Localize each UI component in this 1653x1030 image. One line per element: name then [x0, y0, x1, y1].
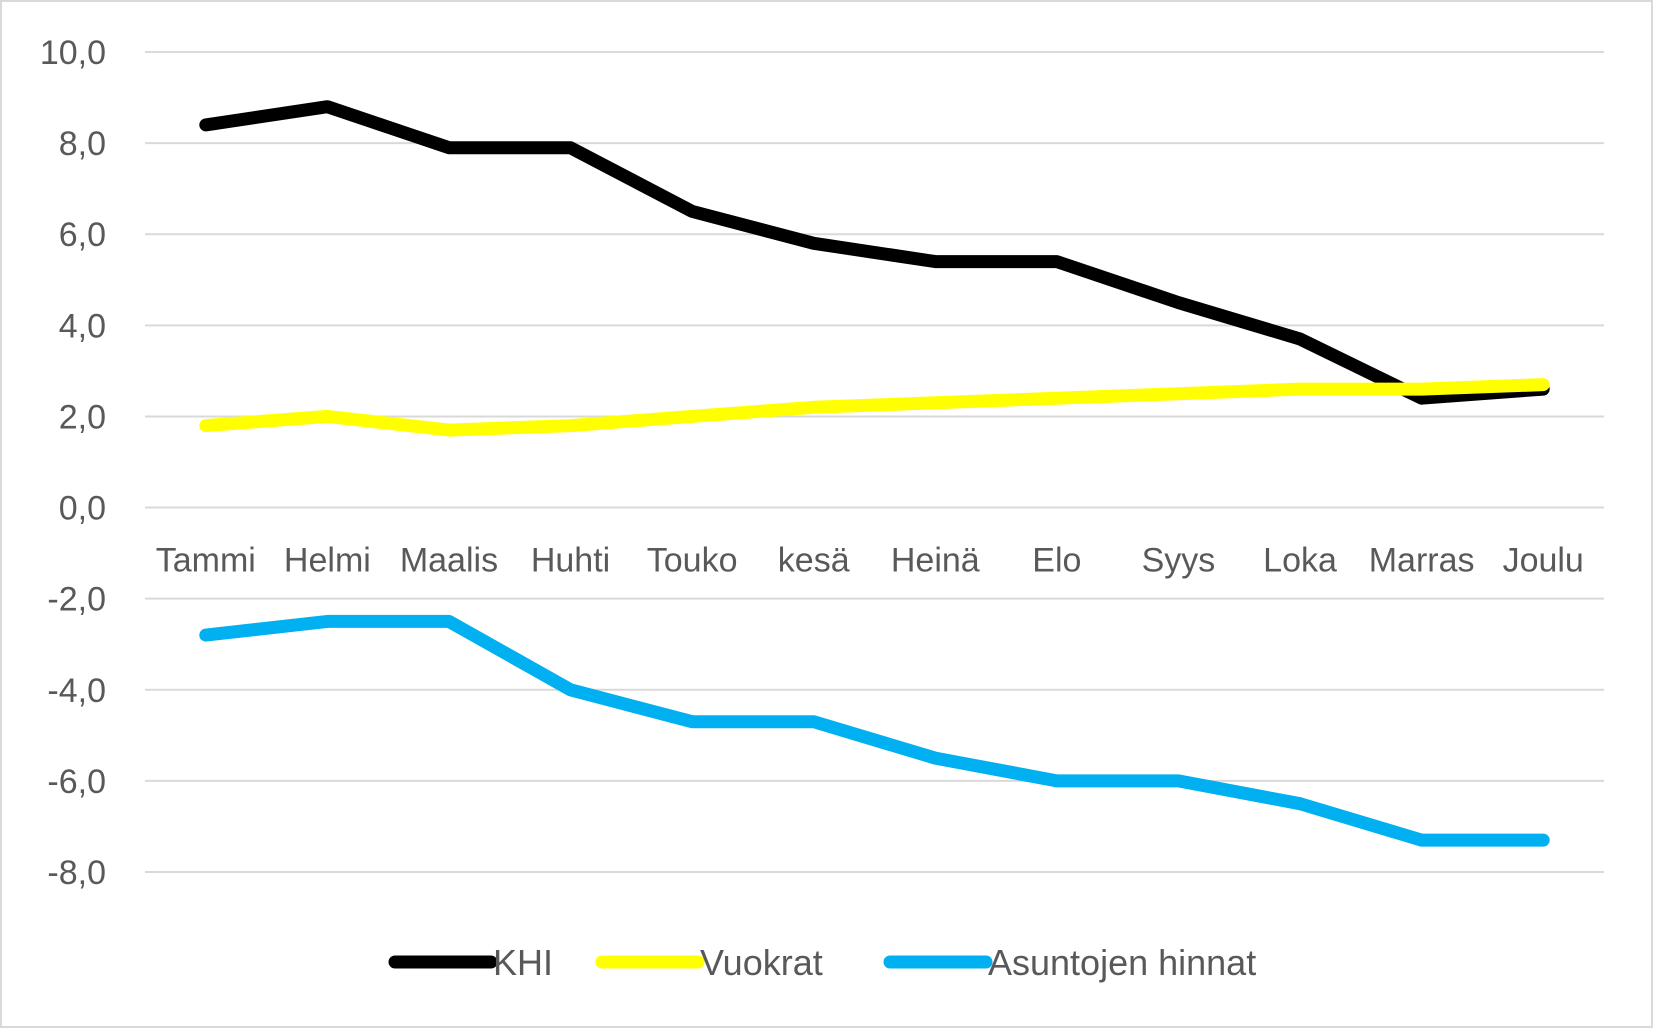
x-tick-label: Huhti	[531, 542, 610, 580]
x-tick-label: Maalis	[400, 542, 498, 580]
legend: KHI Vuokrat Asuntojen hinnat	[388, 942, 1256, 983]
y-tick-label: -4,0	[47, 672, 106, 710]
y-axis-ticks: 10,0 8,0 6,0 4,0 2,0 0,0 -2,0 -4,0 -6,0 -8,0	[40, 34, 106, 892]
series-line-vuokrat	[199, 378, 1550, 437]
x-tick-label: Helmi	[284, 542, 371, 580]
series-line-asuntojen-hinnat	[199, 614, 1550, 847]
y-tick-label: 8,0	[59, 125, 106, 163]
x-tick-label: Elo	[1032, 542, 1081, 580]
y-tick-label: 10,0	[40, 34, 106, 72]
legend-label: Vuokrat	[700, 942, 823, 983]
x-axis-ticks: Tammi Helmi Maalis Huhti Touko kesä Heinä Elo Sy…	[156, 542, 1584, 580]
legend-label: Asuntojen hinnat	[988, 942, 1256, 983]
series-line-khi	[199, 100, 1550, 405]
y-tick-label: 0,0	[59, 490, 106, 528]
x-tick-label: Marras	[1369, 542, 1475, 580]
x-tick-label: Heinä	[891, 542, 980, 580]
y-tick-label: 6,0	[59, 216, 106, 254]
series-lines	[199, 100, 1550, 847]
x-tick-label: Tammi	[156, 542, 256, 580]
y-tick-label: 4,0	[59, 307, 106, 345]
x-tick-label: Syys	[1142, 542, 1216, 580]
x-tick-label: Loka	[1263, 542, 1337, 580]
y-tick-label: -8,0	[47, 854, 106, 892]
x-tick-label: kesä	[778, 542, 850, 580]
y-tick-label: 2,0	[59, 398, 106, 436]
x-tick-label: Touko	[647, 542, 738, 580]
gridlines	[145, 51, 1604, 873]
y-tick-label: -6,0	[47, 763, 106, 801]
y-tick-label: -2,0	[47, 581, 106, 619]
x-tick-label: Joulu	[1503, 542, 1584, 580]
legend-label: KHI	[493, 942, 553, 983]
